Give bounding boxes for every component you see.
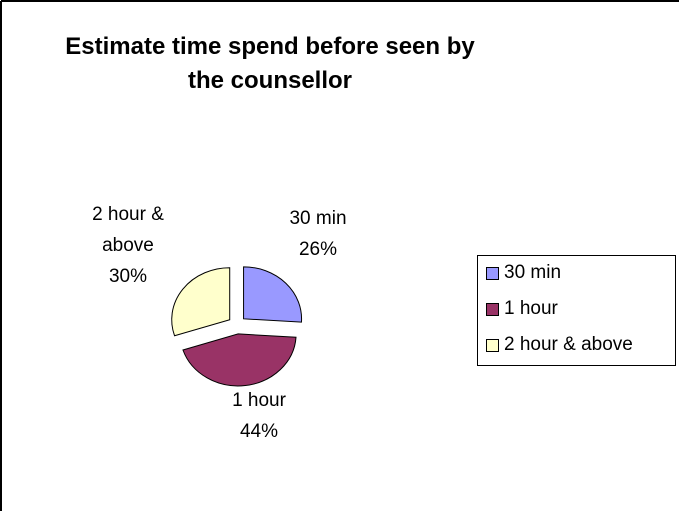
legend-swatch	[486, 338, 499, 352]
data-label-category: 30 min	[289, 208, 347, 229]
data-label: 2 hour & above 30%	[73, 199, 183, 292]
data-label-category: 2 hour & above	[92, 203, 164, 256]
pie-slice	[182, 333, 297, 387]
legend-swatch	[486, 302, 499, 316]
legend-item: 2 hour & above	[486, 334, 633, 356]
data-label: 1 hour 44%	[204, 385, 314, 447]
chart-title: Estimate time spend before seen by the c…	[65, 33, 475, 94]
legend-label: 30 min	[504, 262, 562, 283]
data-label-value: 26%	[298, 239, 338, 260]
legend-swatch	[486, 266, 499, 280]
legend-label: 1 hour	[504, 298, 558, 319]
legend-label: 2 hour & above	[504, 334, 633, 355]
data-label-category: 1 hour	[232, 390, 286, 411]
legend-item: 1 hour	[486, 298, 558, 320]
data-label: 30 min 26%	[263, 203, 373, 265]
pie-slice	[243, 266, 302, 323]
data-label-value: 44%	[239, 421, 279, 442]
legend: 30 min 1 hour 2 hour & above	[477, 255, 676, 366]
pie-slice	[171, 267, 231, 337]
legend-item: 30 min	[486, 262, 561, 284]
data-label-value: 30%	[108, 265, 148, 287]
